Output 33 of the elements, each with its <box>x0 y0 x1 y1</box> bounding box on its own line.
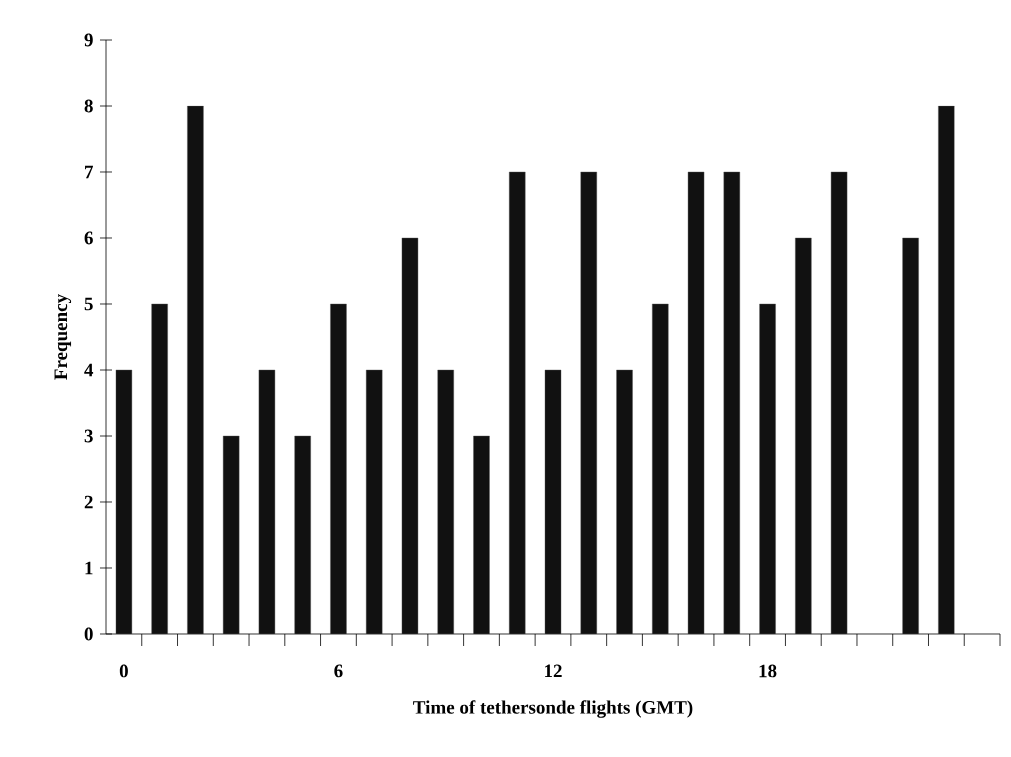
bar <box>723 171 741 634</box>
y-tick-label: 3 <box>84 429 93 443</box>
y-tick-label: 5 <box>84 297 93 311</box>
y-axis-title: Frequency <box>54 294 72 380</box>
bar <box>938 105 955 634</box>
y-tick-label: 8 <box>84 99 93 113</box>
bar <box>473 435 490 634</box>
y-tick-label: 4 <box>84 363 94 377</box>
y-tick-label: 7 <box>85 165 93 179</box>
bar <box>509 171 526 634</box>
bar <box>222 435 240 634</box>
bar <box>330 303 347 634</box>
x-tick-label: 18 <box>759 664 777 678</box>
y-tick-label: 0 <box>84 627 93 641</box>
bar <box>294 435 311 634</box>
bar <box>902 237 919 634</box>
y-tick-label: 9 <box>84 33 93 47</box>
bar <box>652 303 669 634</box>
bar <box>795 237 812 634</box>
x-tick-label: 12 <box>545 664 562 678</box>
x-axis-title: Time of tethersonde flights (GMT) <box>413 700 693 718</box>
y-tick-label: 6 <box>84 231 93 245</box>
x-tick-label: 6 <box>334 664 343 678</box>
bar <box>616 369 633 634</box>
x-tick-label: 0 <box>119 664 128 678</box>
bar <box>759 303 776 634</box>
y-tick-label: 2 <box>84 495 93 509</box>
bar <box>187 105 204 634</box>
bar <box>151 303 168 634</box>
bar <box>366 369 383 634</box>
bar <box>437 369 454 634</box>
bar <box>580 171 597 634</box>
y-tick-label: 1 <box>85 561 93 575</box>
